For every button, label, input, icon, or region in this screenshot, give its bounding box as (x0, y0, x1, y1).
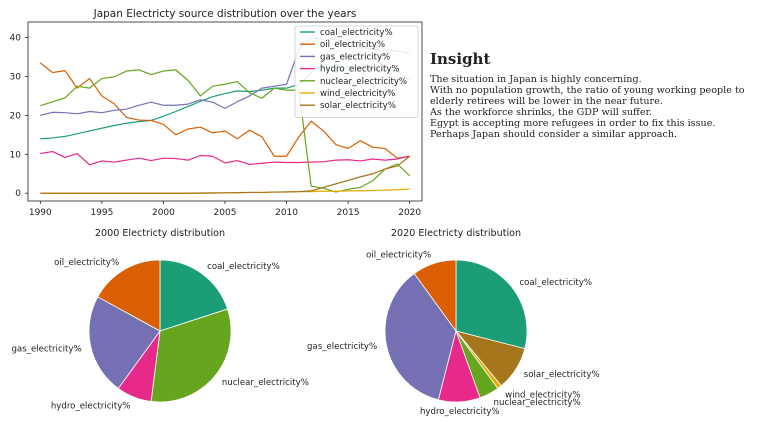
x-tick-label: 2010 (275, 208, 298, 218)
x-tick-label: 1990 (29, 208, 52, 218)
series-line (40, 150, 410, 166)
pie-label: hydro_electricity% (51, 402, 131, 412)
pie-label: gas_electricity% (307, 342, 377, 352)
legend-label: hydro_electricity% (320, 65, 400, 75)
y-tick-label: 10 (10, 150, 22, 160)
pie-label: coal_electricity% (207, 262, 280, 272)
y-tick-label: 20 (10, 111, 22, 121)
insight-line: As the workforce shrinks, the GDP will s… (430, 107, 653, 118)
pie-label: nuclear_electricity% (222, 378, 309, 388)
chart-title: Japan Electricty source distribution ove… (93, 8, 357, 20)
insight-line: Egypt is accepting more refugees in orde… (430, 118, 716, 129)
plot-frame (27, 21, 423, 202)
y-tick-label: 0 (15, 189, 21, 199)
pie-slice (159, 259, 229, 332)
insight-line: elderly retirees will be lower in the ne… (430, 96, 663, 107)
legend-label: oil_electricity% (320, 40, 385, 50)
x-tick-label: 2015 (337, 208, 360, 218)
series-line (40, 69, 411, 193)
pie-label: solar_electricity% (524, 370, 600, 380)
pie-label: wind_electricity% (505, 390, 580, 400)
legend-label: nuclear_electricity% (320, 77, 407, 87)
pie-label: oil_electricity% (366, 251, 431, 261)
pie-slice (88, 296, 161, 389)
insight-line: The situation in Japan is highly concern… (430, 74, 642, 85)
pie-slice (413, 259, 457, 333)
pie-title: 2020 Electricty distribution (391, 228, 521, 239)
y-tick-label: 30 (10, 72, 22, 82)
legend-label: coal_electricity% (320, 28, 393, 38)
y-tick-label: 40 (10, 34, 22, 44)
pie-label: nuclear_electricity% (494, 398, 581, 408)
legend-label: wind_electricity% (320, 89, 395, 99)
legend-label: gas_electricity% (320, 52, 390, 62)
pie-slice (97, 259, 161, 332)
insight-panel: Insight The situation in Japan is highly… (430, 50, 760, 140)
legend-label: solar_electricity% (320, 101, 396, 111)
x-tick-label: 2005 (214, 208, 237, 218)
pie-label: hydro_electricity% (420, 407, 500, 417)
insight-heading: Insight (430, 50, 491, 68)
x-tick-label: 2020 (398, 208, 421, 218)
insight-line: Perhaps Japan should consider a similar … (430, 129, 678, 140)
pie-slice (150, 308, 232, 403)
x-tick-label: 2000 (152, 208, 175, 218)
pie-title: 2000 Electricty distribution (95, 228, 225, 239)
pie-label: oil_electricity% (54, 258, 119, 268)
series-line (39, 62, 410, 159)
pie-slice (455, 259, 528, 350)
pie-label: gas_electricity% (11, 345, 81, 355)
insight-line: With no population growth, the ratio of … (430, 85, 745, 96)
pie-label: coal_electricity% (519, 278, 592, 288)
pie-slice (384, 273, 457, 401)
x-tick-label: 1995 (90, 208, 113, 218)
series-line (40, 155, 411, 194)
legend-box (294, 25, 419, 118)
